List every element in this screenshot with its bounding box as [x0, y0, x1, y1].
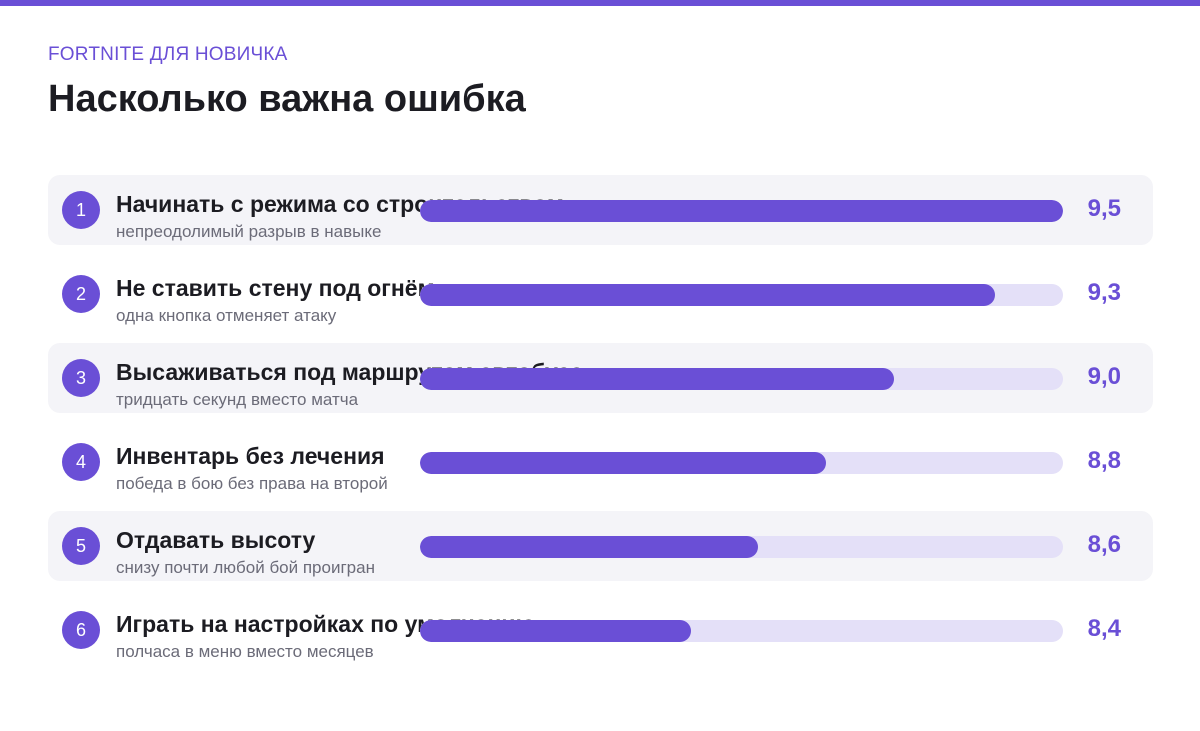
chart-row-1: 1 Начинать с режима со строительством не… — [48, 175, 1153, 245]
chart-row-2: 2 Не ставить стену под огнём одна кнопка… — [48, 259, 1153, 329]
bar-fill — [420, 284, 995, 306]
row-note: полчаса в меню вместо месяцев — [116, 642, 374, 661]
page-title: Насколько важна ошибка — [48, 78, 526, 120]
chart-row-3: 3 Высаживаться под маршрутом автобуса тр… — [48, 343, 1153, 413]
kicker: FORTNITE ДЛЯ НОВИЧКА — [48, 44, 288, 65]
accent-top-bar — [0, 0, 1200, 6]
row-note: одна кнопка отменяет атаку — [116, 306, 337, 325]
bar-fill — [420, 536, 758, 558]
row-label: Не ставить стену под огнём — [116, 275, 435, 301]
rank-badge: 4 — [62, 443, 100, 481]
chart-row-5: 5 Отдавать высоту снизу почти любой бой … — [48, 511, 1153, 581]
bar-fill — [420, 452, 826, 474]
chart-row-6: 6 Играть на настройках по умолчанию полч… — [48, 595, 1153, 665]
row-label: Отдавать высоту — [116, 527, 316, 553]
rank-badge: 6 — [62, 611, 100, 649]
value-label: 8,6 — [1087, 531, 1121, 558]
rank-badge: 2 — [62, 275, 100, 313]
bar-fill — [420, 368, 894, 390]
row-note: победа в бою без права на второй — [116, 474, 388, 493]
value-label: 8,8 — [1087, 447, 1121, 474]
value-label: 9,0 — [1087, 363, 1121, 390]
bar-fill — [420, 200, 1063, 222]
bar-track — [420, 200, 1063, 222]
value-label: 9,3 — [1087, 279, 1121, 306]
row-note: снизу почти любой бой проигран — [116, 558, 375, 577]
row-label: Инвентарь без лечения — [116, 443, 385, 469]
rank-badge: 5 — [62, 527, 100, 565]
bar-track — [420, 620, 1063, 642]
bar-fill — [420, 620, 691, 642]
rank-badge: 1 — [62, 191, 100, 229]
bar-track — [420, 452, 1063, 474]
value-label: 9,5 — [1087, 195, 1121, 222]
bar-track — [420, 368, 1063, 390]
row-note: тридцать секунд вместо матча — [116, 390, 359, 409]
value-label: 8,4 — [1087, 615, 1121, 642]
rank-badge: 3 — [62, 359, 100, 397]
ranked-bar-chart: 1 Начинать с режима со строительством не… — [48, 175, 1153, 679]
bar-track — [420, 284, 1063, 306]
bar-track — [420, 536, 1063, 558]
chart-row-4: 4 Инвентарь без лечения победа в бою без… — [48, 427, 1153, 497]
row-note: непреодолимый разрыв в навыке — [116, 222, 382, 241]
